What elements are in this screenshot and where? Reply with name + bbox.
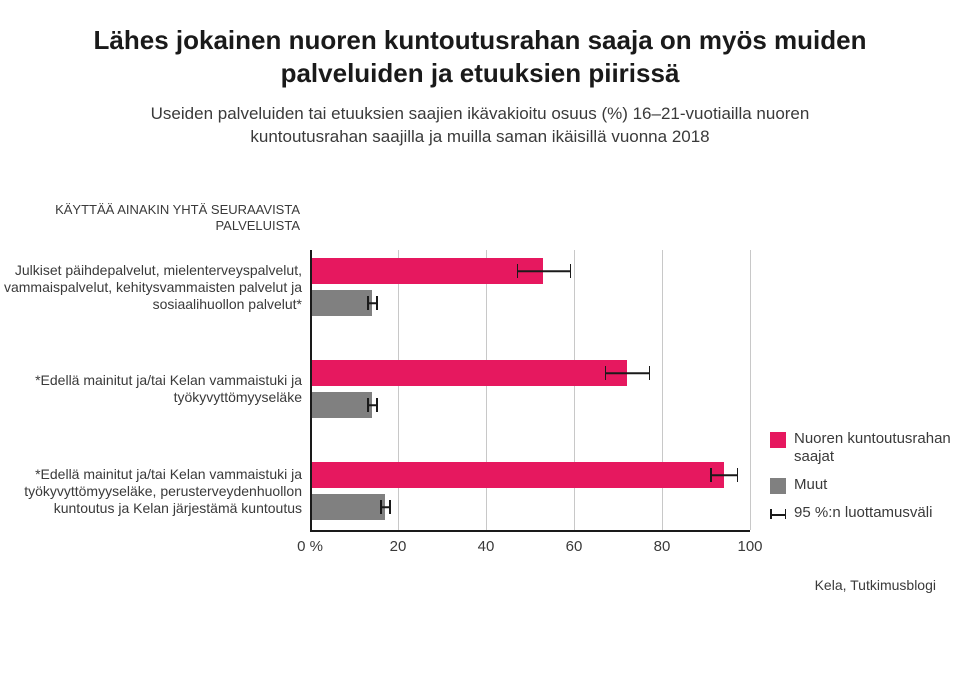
section-label: KÄYTTÄÄ AINAKIN YHTÄ SEURAAVISTA PALVELU… [0, 202, 300, 233]
x-tick-label: 80 [654, 538, 671, 555]
legend-item-a: Nuoren kuntoutusrahan saajat [770, 430, 954, 466]
legend: Nuoren kuntoutusrahan saajat Muut 95 %:n… [770, 430, 954, 532]
x-tick-label: 100 [737, 538, 762, 555]
legend-swatch-b [770, 478, 786, 494]
legend-swatch-a [770, 432, 786, 448]
group-label: *Edellä mainitut ja/tai Kelan vammaistuk… [2, 466, 302, 516]
x-tick-label: 20 [390, 538, 407, 555]
chart-area: KÄYTTÄÄ AINAKIN YHTÄ SEURAAVISTA PALVELU… [0, 180, 960, 633]
chart-title: Lähes jokainen nuoren kuntoutusrahan saa… [0, 0, 960, 89]
legend-label-a: Nuoren kuntoutusrahan saajat [794, 430, 954, 466]
source-label: Kela, Tutkimusblogi [815, 577, 936, 593]
x-tick-label: 40 [478, 538, 495, 555]
bar-series-b [310, 392, 372, 418]
plot: 0 %20406080100Julkiset päihdepalvelut, m… [310, 250, 750, 590]
group-label: Julkiset päihdepalvelut, mielenterveyspa… [2, 262, 302, 312]
x-axis-line [310, 530, 750, 532]
bar-series-a [310, 462, 724, 488]
bar-group: Julkiset päihdepalvelut, mielenterveyspa… [310, 258, 750, 316]
y-axis-line [310, 250, 312, 530]
x-tick-label: 0 % [297, 538, 323, 555]
x-tick-label: 60 [566, 538, 583, 555]
bar-series-b [310, 290, 372, 316]
legend-ci-icon [770, 506, 786, 522]
bar-group: *Edellä mainitut ja/tai Kelan vammaistuk… [310, 360, 750, 418]
section-label-text: KÄYTTÄÄ AINAKIN YHTÄ SEURAAVISTA PALVELU… [55, 202, 300, 233]
legend-label-b: Muut [794, 476, 827, 494]
group-label: *Edellä mainitut ja/tai Kelan vammaistuk… [2, 372, 302, 406]
grid-line [750, 250, 751, 530]
bar-series-b [310, 494, 385, 520]
legend-item-b: Muut [770, 476, 954, 494]
bar-series-a [310, 360, 627, 386]
chart-subtitle: Useiden palveluiden tai etuuksien saajie… [0, 89, 960, 149]
bar-series-a [310, 258, 543, 284]
legend-label-ci: 95 %:n luottamusväli [794, 504, 932, 522]
legend-item-ci: 95 %:n luottamusväli [770, 504, 954, 522]
bar-group: *Edellä mainitut ja/tai Kelan vammaistuk… [310, 462, 750, 520]
